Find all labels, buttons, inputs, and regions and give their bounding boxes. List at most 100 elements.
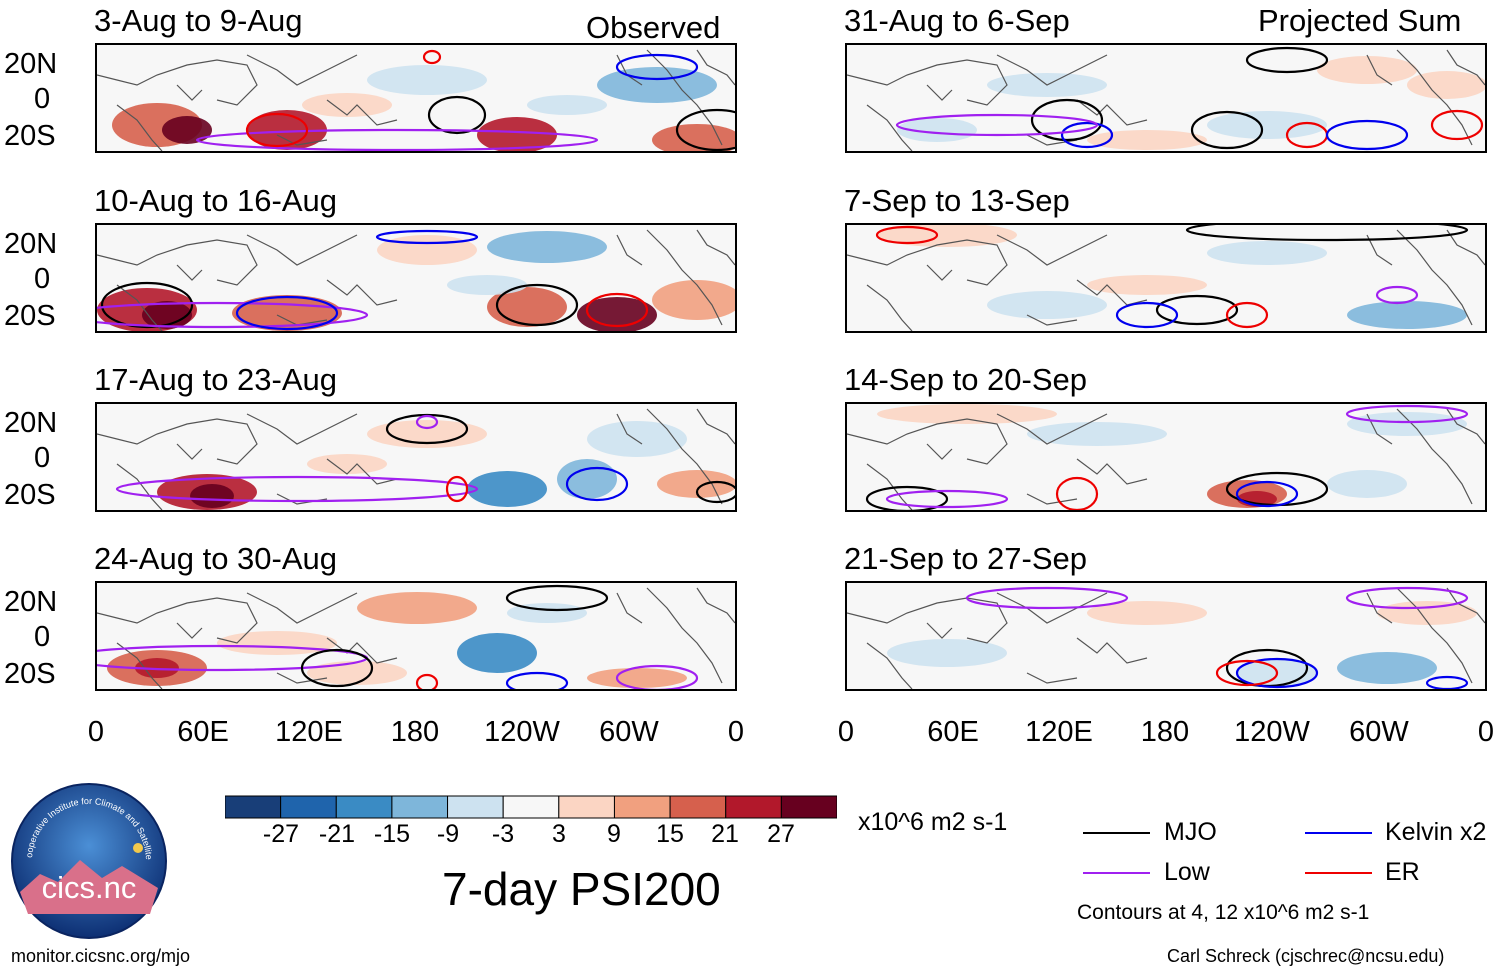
coastline <box>97 418 258 465</box>
contour-note: Contours at 4, 12 x10^6 m2 s-1 <box>1077 901 1370 924</box>
panel-title-obs-1: 3-Aug to 9-Aug <box>94 3 303 38</box>
lon-label-0: 0 <box>87 716 105 748</box>
mjo-contour <box>1245 46 1329 74</box>
anomaly-region <box>1087 130 1207 150</box>
coastline <box>1446 587 1485 624</box>
colorbar-tick: 15 <box>656 820 684 848</box>
map-svg <box>97 583 735 689</box>
lon-label-0: 0 <box>837 716 855 748</box>
coastline <box>246 592 358 624</box>
anomaly-region <box>367 420 487 448</box>
coastline <box>1396 408 1473 505</box>
mjo-contour <box>300 648 374 688</box>
coastline <box>646 49 723 146</box>
colorbar-tick: -21 <box>318 820 356 848</box>
map-proj-2 <box>845 223 1487 333</box>
lat-label-20s: 20S <box>4 658 56 690</box>
anomaly-region <box>302 93 392 117</box>
er-contour <box>1225 301 1269 329</box>
anomaly-region <box>447 275 527 295</box>
projected-sum-label: Projected Sum <box>1258 3 1462 38</box>
low-contour <box>1375 285 1419 305</box>
kelvin-contour <box>1235 657 1319 689</box>
mjo-contour <box>675 108 735 151</box>
coastline <box>246 413 358 445</box>
low-contour <box>895 113 1099 137</box>
anomaly-region <box>897 118 977 142</box>
map-svg <box>847 225 1485 331</box>
coastline <box>696 587 735 624</box>
low-contour <box>1345 586 1469 610</box>
coastline <box>996 234 1108 266</box>
map-svg <box>847 404 1485 510</box>
anomaly-region <box>987 291 1107 319</box>
coastline <box>1026 314 1078 326</box>
coastline <box>1446 49 1485 86</box>
coastline <box>926 264 953 281</box>
lon-label-0: 0 <box>727 716 745 748</box>
kelvin-contour <box>505 671 569 689</box>
anomaly-region <box>597 67 717 103</box>
er-contour <box>422 49 442 65</box>
panel-title-obs-2: 10-Aug to 16-Aug <box>94 183 338 218</box>
mjo-contour <box>100 281 194 329</box>
coastline <box>276 672 328 684</box>
coastline <box>1076 637 1148 664</box>
map-svg <box>847 45 1485 151</box>
coastline <box>1446 408 1485 445</box>
coastline <box>996 54 1108 86</box>
coastline <box>847 59 1008 106</box>
anomaly-region <box>457 633 537 673</box>
map-svg <box>97 45 735 151</box>
er-contour <box>415 673 439 689</box>
map-svg <box>97 404 735 510</box>
anomaly-region <box>377 235 477 265</box>
low-contour <box>415 414 439 430</box>
colorbar-segment <box>558 795 615 819</box>
colorbar-tick: 27 <box>767 820 795 848</box>
coastline <box>176 84 203 101</box>
colorbar-segment <box>335 795 393 819</box>
coastline <box>616 413 643 445</box>
lon-label-60e: 60E <box>177 716 229 748</box>
anomaly-region <box>557 459 617 499</box>
colorbar-tick: -27 <box>262 820 300 848</box>
colorbar-tick: -15 <box>373 820 411 848</box>
anomaly-region <box>1087 601 1207 625</box>
anomaly-region <box>1207 241 1327 265</box>
coastline <box>1396 229 1473 326</box>
mjo-contour <box>1190 110 1264 150</box>
er-contour <box>875 225 939 245</box>
er-contour <box>1215 659 1279 687</box>
anomaly-region <box>467 471 547 507</box>
anomaly-region <box>877 404 1057 424</box>
anomaly-region <box>477 117 557 151</box>
units-label: x10^6 m2 s-1 <box>858 808 1008 836</box>
panel-title-proj-4: 21-Sep to 27-Sep <box>844 541 1088 576</box>
anomaly-region <box>587 421 687 457</box>
coastline <box>276 134 328 146</box>
coastline <box>616 592 643 624</box>
colorbar-segment <box>613 795 671 819</box>
lat-label-20n: 20N <box>4 48 58 80</box>
coastline <box>847 239 1008 286</box>
coastline <box>646 408 723 505</box>
map-obs-2 <box>95 223 737 333</box>
coastline <box>246 234 358 266</box>
coastline <box>246 54 358 86</box>
anomaly-region <box>487 231 607 263</box>
anomaly-region <box>190 484 234 508</box>
kelvin-contour <box>1235 480 1299 508</box>
anomaly-region <box>1317 56 1417 84</box>
legend-label-low: Low <box>1164 858 1210 886</box>
legend-label-er: ER <box>1385 858 1420 886</box>
coastline <box>326 458 398 485</box>
map-obs-3 <box>95 402 737 512</box>
mjo-contour <box>1030 98 1104 142</box>
coastline <box>97 597 258 644</box>
logo-text: cics.nc <box>41 870 137 905</box>
legend-swatch-er <box>1305 872 1372 874</box>
coastline <box>866 284 913 331</box>
anomaly-region <box>1027 422 1167 446</box>
er-contour <box>445 475 469 503</box>
